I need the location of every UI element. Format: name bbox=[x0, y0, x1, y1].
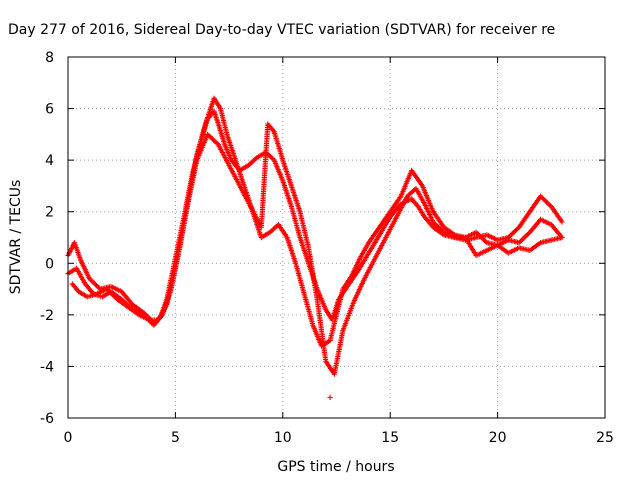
data-point bbox=[106, 288, 112, 294]
data-point bbox=[559, 219, 565, 225]
data-points bbox=[65, 95, 565, 400]
y-tick-label: 8 bbox=[45, 50, 54, 66]
x-axis-title: GPS time / hours bbox=[277, 459, 394, 475]
chart-title: Day 277 of 2016, Sidereal Day-to-day VTE… bbox=[8, 22, 555, 38]
data-point bbox=[539, 194, 545, 200]
y-tick-label: -6 bbox=[40, 411, 54, 427]
y-tick-label: 2 bbox=[45, 205, 54, 221]
plot-frame bbox=[67, 56, 606, 419]
y-tick-label: 4 bbox=[45, 153, 54, 169]
x-tick-label: 15 bbox=[381, 430, 399, 446]
data-point bbox=[327, 394, 333, 400]
x-tick-label: 0 bbox=[64, 430, 73, 446]
y-tick-label: 0 bbox=[45, 256, 54, 272]
y-tick-label: -2 bbox=[40, 308, 54, 324]
data-point bbox=[431, 220, 437, 226]
x-tick-label: 5 bbox=[171, 430, 180, 446]
x-tick-label: 20 bbox=[489, 430, 507, 446]
y-axis-title: SDTVAR / TECUs bbox=[8, 180, 24, 295]
y-tick-label: 6 bbox=[45, 102, 54, 118]
y-tick-label: -4 bbox=[40, 359, 54, 375]
data-point bbox=[559, 234, 565, 241]
x-tick-label: 25 bbox=[596, 430, 614, 446]
x-tick-label: 10 bbox=[274, 430, 292, 446]
